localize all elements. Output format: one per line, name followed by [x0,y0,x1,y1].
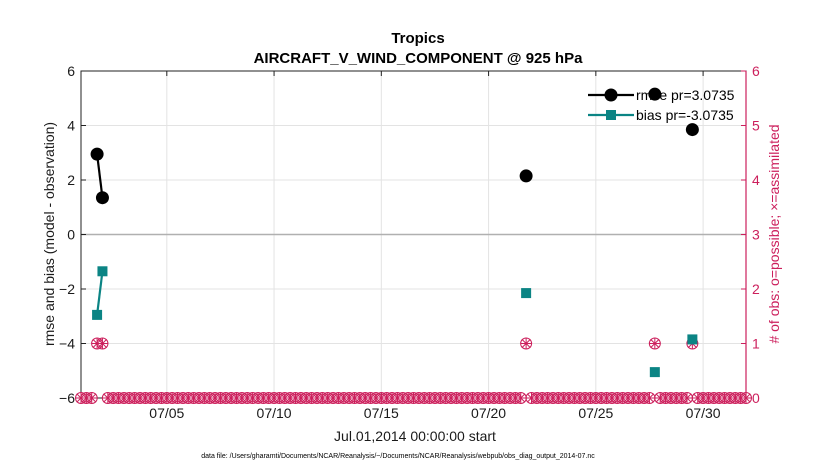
y-ticks-right: 0 1 2 3 4 5 6 [741,63,760,406]
y-tick-label-right: 1 [752,336,760,352]
x-tick-label: 07/30 [686,405,721,421]
legend-bias-marker [606,110,616,120]
y-tick-label-right: 3 [752,227,760,243]
y-tick-label: −4 [59,336,75,352]
rmse-point [90,147,104,161]
y-tick-label: 6 [67,63,75,79]
bias-point [92,309,103,320]
obs-marker-zero [643,392,656,404]
bias-point [97,266,108,277]
chart-subtitle: AIRCRAFT_V_WIND_COMPONENT @ 925 hPa [254,50,584,67]
y-tick-label: 2 [67,172,75,188]
y-ticks-left: −6 −4 −2 0 2 4 6 [59,63,86,406]
obs-marker [648,337,661,350]
obs-marker [520,337,533,350]
x-tick-label: 07/25 [578,405,613,421]
obs-marker [96,337,109,350]
y-tick-label: 0 [67,227,75,243]
x-axis-label: Jul.01,2014 00:00:00 start [334,428,496,444]
rmse-point [95,191,109,205]
chart-title: Tropics [391,30,444,47]
y-tick-label: −6 [59,390,75,406]
rmse-point [648,87,662,101]
y-tick-label: 4 [67,118,75,134]
y-tick-label: −2 [59,281,75,297]
x-ticks: 07/05 07/10 07/15 07/20 07/25 07/30 [149,71,721,421]
obs-marker-zero [740,392,752,404]
x-tick-label: 07/05 [149,405,184,421]
data-file-footnote: data file: /Users/gharamti/Documents/NCA… [201,453,595,460]
y-axis-label-left: rmse and bias (model - observation) [41,122,57,346]
y-tick-label-right: 0 [752,390,760,406]
legend: rmse pr=3.0735 bias pr=-3.0735 [588,87,735,123]
y-tick-label-right: 4 [752,172,760,188]
x-tick-label: 07/20 [471,405,506,421]
series-group [90,87,699,378]
legend-bias-label: bias pr=-3.0735 [636,107,734,123]
y-tick-label-right: 5 [752,118,760,134]
obs-marker-zero [85,392,98,404]
y-tick-label-right: 2 [752,281,760,297]
legend-rmse-label: rmse pr=3.0735 [636,87,735,103]
obs-marker-zero [514,392,527,404]
x-tick-label: 07/10 [257,405,292,421]
y-tick-label-right: 6 [752,63,760,79]
obs-marker-zero [681,392,694,404]
y-axis-label-right: # of obs: o=possible; ×=assimilated [766,124,782,343]
bias-point [649,367,660,378]
rmse-point [685,123,699,137]
bias-line-segment [95,271,104,316]
legend-rmse-marker [604,88,618,102]
obs-count-markers [75,337,752,404]
x-tick-label: 07/15 [364,405,399,421]
bias-point [687,334,698,345]
rmse-line-segment [95,153,104,198]
rmse-point [519,169,533,183]
bias-point [521,288,532,299]
